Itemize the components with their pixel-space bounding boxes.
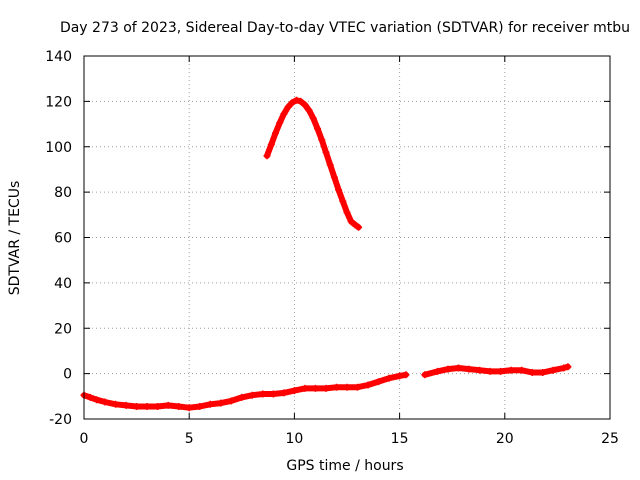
data-point xyxy=(434,367,441,375)
data-point xyxy=(528,369,536,376)
data-point xyxy=(343,383,351,391)
data-point xyxy=(333,383,340,391)
data-point xyxy=(476,366,484,374)
data-point xyxy=(122,401,130,409)
x-tick-label: 20 xyxy=(496,431,514,447)
chart-title: Day 273 of 2023, Sidereal Day-to-day VTE… xyxy=(60,20,630,36)
y-tick-label: 120 xyxy=(45,94,72,110)
data-point xyxy=(549,366,557,374)
data-point xyxy=(330,173,338,181)
data-point xyxy=(311,384,319,392)
y-tick-label: 60 xyxy=(54,231,72,247)
data-point xyxy=(486,367,494,375)
data-point xyxy=(339,197,347,205)
gridlines xyxy=(84,56,610,419)
x-tick-labels: 0 5 10 15 20 25 xyxy=(80,431,619,447)
data-point xyxy=(314,125,321,133)
data-point xyxy=(293,96,300,104)
data-point xyxy=(206,400,214,408)
data-point xyxy=(227,397,235,405)
data-point xyxy=(322,148,330,156)
data-point xyxy=(455,364,462,372)
data-point xyxy=(267,141,275,148)
data-point xyxy=(217,399,225,407)
data-point xyxy=(301,384,309,392)
data-point xyxy=(276,119,284,127)
data-point xyxy=(112,400,120,408)
x-tick-label: 5 xyxy=(185,431,194,447)
y-tick-label: 40 xyxy=(54,276,72,292)
y-tick-label: 100 xyxy=(45,140,72,156)
y-tick-label: 0 xyxy=(63,367,72,383)
data-point xyxy=(93,396,101,404)
data-point xyxy=(297,97,305,105)
data-point xyxy=(238,393,246,401)
data-point xyxy=(288,99,296,106)
data-point xyxy=(248,391,256,399)
data-point xyxy=(335,186,343,194)
data-point xyxy=(385,374,393,382)
data-point xyxy=(301,101,309,109)
x-tick-label: 15 xyxy=(391,431,409,447)
data-point xyxy=(263,152,271,160)
data-point xyxy=(305,106,313,114)
data-point xyxy=(396,372,404,380)
data-point xyxy=(86,393,94,401)
x-axis-label: GPS time / hours xyxy=(286,458,403,474)
y-axis-label: SDTVAR / TECUs xyxy=(7,181,23,296)
data-point xyxy=(154,403,162,410)
data-point xyxy=(284,103,292,111)
data-point xyxy=(347,218,355,226)
data-point xyxy=(101,398,109,406)
y-tick-label: 20 xyxy=(54,321,72,337)
data-point xyxy=(421,371,429,379)
data-point xyxy=(318,136,326,144)
data-point xyxy=(164,401,172,409)
data-point xyxy=(343,209,351,216)
data-point xyxy=(444,365,452,373)
axis-ticks xyxy=(83,55,611,420)
data-point xyxy=(560,364,568,372)
y-tick-label: 140 xyxy=(45,49,72,65)
data-point xyxy=(133,403,141,410)
y-tick-label: 80 xyxy=(54,185,72,201)
y-tick-labels: -20 0 20 40 60 80 100 120 140 xyxy=(45,49,72,428)
data-point xyxy=(185,404,193,412)
x-tick-label: 25 xyxy=(601,431,619,447)
data-point xyxy=(539,369,547,376)
data-point xyxy=(322,384,330,392)
data-point xyxy=(175,403,183,410)
data-point xyxy=(326,161,334,169)
data-point xyxy=(280,110,288,118)
data-points xyxy=(80,96,572,412)
data-point xyxy=(280,389,288,397)
data-point xyxy=(272,129,279,137)
data-point xyxy=(507,366,515,374)
data-point xyxy=(465,365,473,373)
data-point xyxy=(290,387,298,395)
y-tick-label: -20 xyxy=(49,412,72,428)
x-tick-label: 10 xyxy=(285,431,303,447)
data-point xyxy=(259,390,267,398)
data-point xyxy=(196,403,204,410)
data-point xyxy=(364,381,372,389)
data-point xyxy=(354,383,361,391)
data-point xyxy=(518,366,526,374)
data-point xyxy=(355,223,363,231)
data-point xyxy=(497,367,505,375)
data-point xyxy=(143,403,151,410)
data-point xyxy=(402,371,410,379)
data-point xyxy=(564,363,572,371)
data-point xyxy=(375,378,383,386)
data-point xyxy=(269,390,277,398)
x-tick-label: 0 xyxy=(80,431,89,447)
data-point xyxy=(309,114,317,122)
